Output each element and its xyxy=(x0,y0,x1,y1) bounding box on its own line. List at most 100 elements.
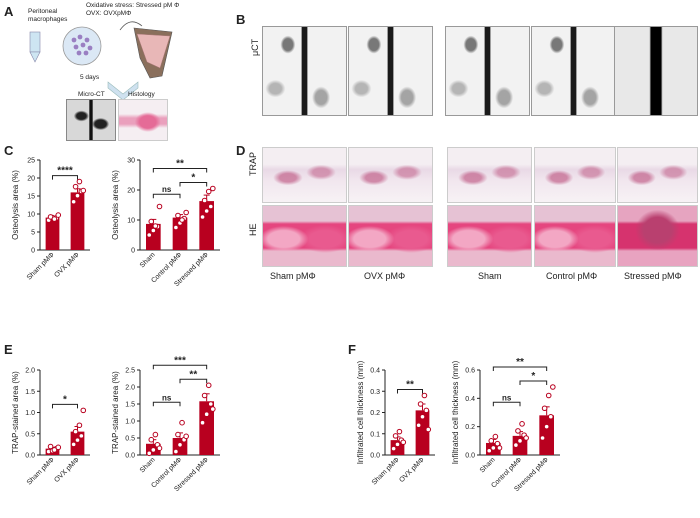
data-point xyxy=(179,217,185,223)
data-point xyxy=(550,384,556,390)
days-label: 5 days xyxy=(80,74,100,81)
data-point xyxy=(148,436,155,443)
y-tick-label: 0.6 xyxy=(465,368,475,375)
bar xyxy=(199,201,214,250)
y-axis-label: TRAP-stained area (%) xyxy=(11,371,20,454)
significance-label: * xyxy=(191,173,195,184)
col-label-sham-pm: Sham pMΦ xyxy=(270,271,316,281)
data-point xyxy=(74,192,81,199)
y-tick-label: 0.5 xyxy=(25,431,35,438)
data-point xyxy=(51,216,58,222)
y-axis-label: Infiltrated cell thickness (mm) xyxy=(356,360,365,464)
y-tick-label: 20 xyxy=(127,188,135,195)
tube-tip-icon xyxy=(29,51,41,63)
panel-letter-d: D xyxy=(236,143,246,158)
data-point xyxy=(146,232,153,238)
data-point xyxy=(547,413,554,420)
y-axis-label: Osteolysis area (%) xyxy=(111,170,120,240)
data-point xyxy=(415,422,422,429)
data-point xyxy=(47,443,54,450)
microct-image-sham xyxy=(445,26,530,116)
significance-label: ** xyxy=(189,369,197,380)
trap-image-stressed-pm xyxy=(617,147,698,203)
significance-bracket xyxy=(519,380,548,385)
trap-image-ovx-pm xyxy=(348,147,433,203)
y-axis-label: Infiltrated cell thickness (mm) xyxy=(451,360,460,464)
significance-label: **** xyxy=(57,166,73,177)
panel-letter-b: B xyxy=(236,12,246,27)
data-point xyxy=(76,178,83,185)
data-point xyxy=(207,401,214,407)
data-point xyxy=(207,203,214,210)
data-point xyxy=(150,447,157,453)
trap-image-sham xyxy=(447,147,532,203)
data-point xyxy=(173,224,179,231)
data-point xyxy=(177,442,183,448)
y-tick-label: 0.2 xyxy=(370,410,380,417)
data-point xyxy=(545,392,552,399)
histology-thumbnail xyxy=(118,99,168,141)
data-point xyxy=(425,426,432,433)
y-tick-label: 2.0 xyxy=(25,368,35,375)
bar xyxy=(45,217,60,250)
y-tick-label: 0.4 xyxy=(465,396,475,403)
y-tick-label: 0.3 xyxy=(370,389,380,396)
data-point xyxy=(513,442,519,448)
data-point xyxy=(51,447,58,453)
data-point xyxy=(203,208,210,214)
y-axis-label: TRAP-stained area (%) xyxy=(111,371,120,454)
bar xyxy=(512,435,528,455)
bar xyxy=(539,415,554,455)
significance-label: ** xyxy=(516,357,524,368)
data-point xyxy=(541,405,548,412)
significance-bracket xyxy=(179,378,208,384)
peritoneal-label: Peritoneal macrophages xyxy=(28,8,68,23)
data-point xyxy=(523,435,529,441)
y-tick-label: 25 xyxy=(27,158,35,165)
bar xyxy=(70,192,85,250)
y-tick-label: 0.2 xyxy=(465,424,475,431)
y-tick-label: 10 xyxy=(27,212,35,219)
data-point xyxy=(519,421,525,427)
y-tick-label: 0.5 xyxy=(125,436,135,443)
trap-image-control-pm xyxy=(534,147,616,203)
significance-bracket xyxy=(52,175,78,180)
col-label-sham: Sham xyxy=(478,271,502,281)
data-point xyxy=(486,447,493,454)
microct-label: Micro-CT xyxy=(78,91,105,98)
significance-label: *** xyxy=(174,355,186,366)
significance-label: ns xyxy=(162,185,172,194)
y-tick-label: 0.4 xyxy=(370,368,380,375)
significance-bracket xyxy=(152,401,181,407)
y-tick-label: 0 xyxy=(131,248,135,255)
category-label: Sham pMΦ xyxy=(371,456,401,486)
data-point xyxy=(148,218,155,225)
col-label-ovx-pm: OVX pMΦ xyxy=(364,271,406,281)
he-image-control-pm xyxy=(534,205,616,267)
microct-image-sham-pm xyxy=(262,26,347,116)
significance-bracket xyxy=(52,403,78,409)
data-point xyxy=(423,407,430,414)
data-point xyxy=(205,188,212,195)
data-point xyxy=(494,440,501,447)
data-point xyxy=(78,433,85,439)
histology-label: Histology xyxy=(128,91,155,98)
he-image-ovx-pm xyxy=(348,205,433,267)
significance-label: * xyxy=(63,394,67,405)
y-tick-label: 1.5 xyxy=(125,402,135,409)
y-tick-label: 0.1 xyxy=(370,431,380,438)
y-tick-label: 1.0 xyxy=(125,419,135,426)
data-point xyxy=(55,212,62,218)
he-image-stressed-pm xyxy=(617,205,698,267)
significance-label: ns xyxy=(502,393,512,402)
y-tick-label: 0.0 xyxy=(465,453,475,460)
significance-bracket xyxy=(492,401,521,407)
data-point xyxy=(490,445,497,451)
bar xyxy=(415,410,430,455)
y-tick-label: 0.0 xyxy=(25,453,35,460)
y-tick-label: 0.0 xyxy=(125,453,135,460)
y-tick-label: 10 xyxy=(127,218,135,225)
y-axis-label: Osteolysis area (%) xyxy=(11,170,20,240)
category-label: Sham xyxy=(139,251,157,269)
data-point xyxy=(150,227,157,234)
